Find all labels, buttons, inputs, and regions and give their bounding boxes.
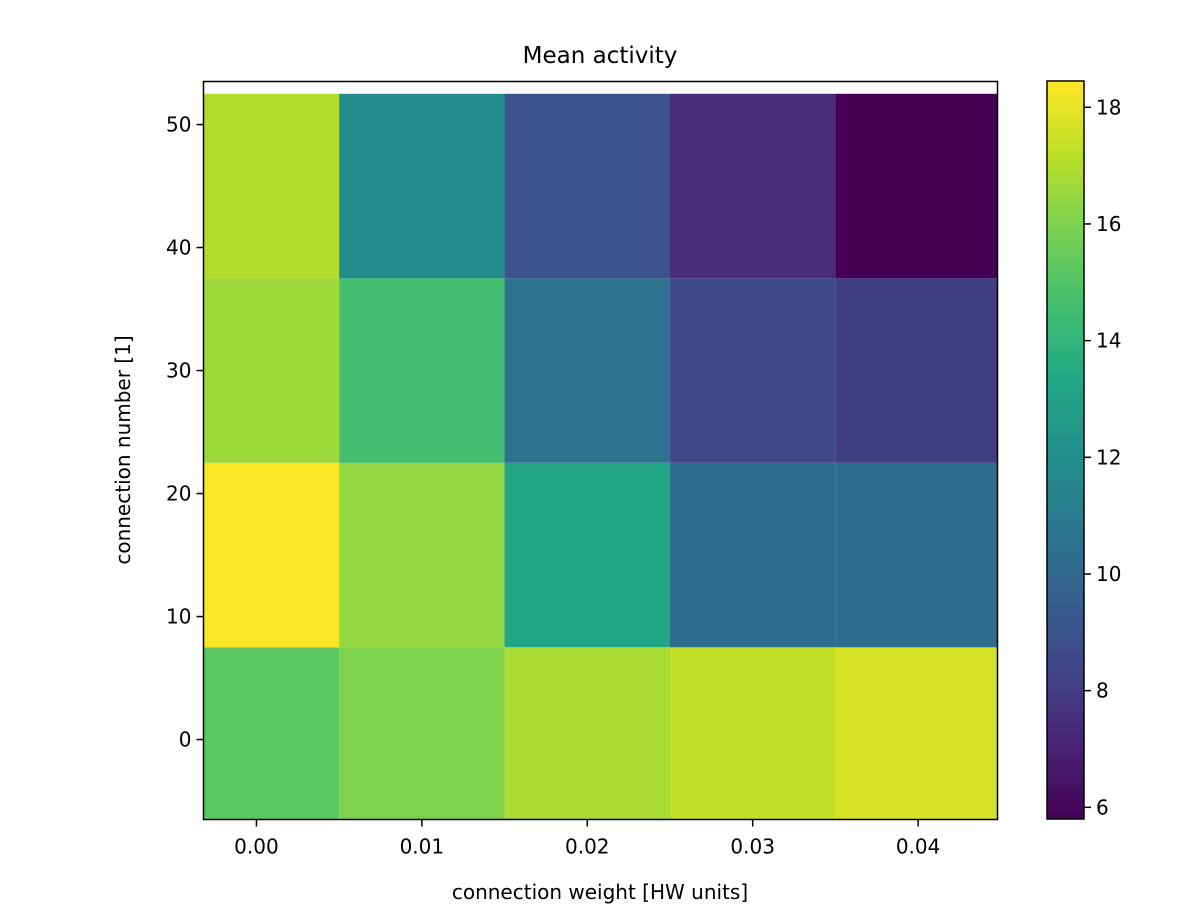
heatmap-cell bbox=[203, 93, 340, 279]
colorbar-tick-label: 8 bbox=[1096, 679, 1109, 703]
heatmap-cell bbox=[339, 462, 505, 648]
x-tick-label: 0.04 bbox=[896, 835, 941, 859]
heatmap-cell bbox=[669, 462, 836, 648]
x-tick-label: 0.02 bbox=[565, 835, 610, 859]
colorbar-tick-label: 12 bbox=[1096, 445, 1121, 469]
colorbar-ticks: 6 8 10 12 14 16 18 bbox=[1084, 95, 1121, 819]
y-axis-label: connection number [1] bbox=[111, 335, 135, 564]
heatmap-cell bbox=[504, 462, 670, 648]
heatmap-cell bbox=[835, 647, 998, 820]
heatmap-cell bbox=[504, 647, 670, 820]
y-tick-label: 50 bbox=[166, 113, 191, 137]
heatmap-cell bbox=[669, 93, 836, 279]
heatmap-cell bbox=[835, 278, 998, 463]
colorbar-tick-label: 18 bbox=[1096, 95, 1121, 119]
y-tick-label: 10 bbox=[166, 605, 191, 629]
plot-frame bbox=[202, 80, 999, 821]
y-tick-label: 20 bbox=[166, 482, 191, 506]
heatmap-cell bbox=[203, 278, 340, 463]
colorbar-tick-label: 6 bbox=[1096, 795, 1109, 819]
heatmap-cell bbox=[669, 647, 836, 820]
y-axis-ticks: 0 10 20 30 40 50 bbox=[166, 113, 204, 752]
heatmap-cells bbox=[203, 93, 998, 820]
colorbar bbox=[1046, 80, 1085, 820]
colorbar-tick-label: 16 bbox=[1096, 212, 1121, 236]
heatmap-cell bbox=[504, 93, 670, 279]
heatmap-cell bbox=[339, 647, 505, 820]
heatmap-cell bbox=[339, 93, 505, 279]
heatmap-cell bbox=[504, 278, 670, 463]
heatmap-cell bbox=[203, 647, 340, 820]
heatmap-cell bbox=[669, 278, 836, 463]
x-tick-label: 0.01 bbox=[400, 835, 445, 859]
heatmap-cell bbox=[835, 93, 998, 279]
colorbar-tick-label: 10 bbox=[1096, 562, 1121, 586]
x-axis-label: connection weight [HW units] bbox=[452, 880, 748, 904]
x-axis-ticks: 0.00 0.01 0.02 0.03 0.04 bbox=[234, 819, 941, 859]
colorbar-tick-label: 14 bbox=[1096, 329, 1121, 353]
y-tick-label: 0 bbox=[179, 728, 192, 752]
chart-title: Mean activity bbox=[523, 43, 678, 69]
x-tick-label: 0.00 bbox=[234, 835, 279, 859]
y-tick-label: 40 bbox=[166, 236, 191, 260]
heatmap-cell bbox=[835, 462, 998, 648]
heatmap-cell bbox=[339, 278, 505, 463]
heatmap-cell bbox=[203, 462, 340, 648]
x-tick-label: 0.03 bbox=[730, 835, 775, 859]
y-tick-label: 30 bbox=[166, 359, 191, 383]
